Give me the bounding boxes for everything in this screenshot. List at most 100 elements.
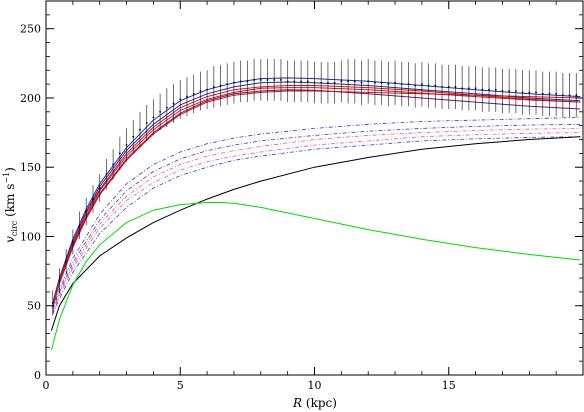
observed-point	[179, 98, 182, 101]
observed-point	[293, 80, 296, 83]
x-tick-label: 10	[308, 379, 322, 392]
observed-point	[474, 87, 477, 90]
observed-point	[105, 173, 108, 176]
observed-point	[514, 90, 517, 92]
observed-point	[219, 84, 222, 87]
observed-point	[400, 83, 403, 86]
observed-point	[266, 79, 269, 81]
observed-point	[98, 187, 101, 189]
observed-point	[159, 110, 162, 113]
observed-point	[481, 88, 484, 91]
observed-point	[313, 81, 316, 84]
observed-point	[259, 79, 262, 81]
observed-point	[327, 81, 329, 84]
observed-point	[340, 80, 343, 83]
observed-point	[333, 81, 336, 84]
observed-point	[575, 94, 578, 97]
observed-point	[427, 84, 430, 87]
observed-point	[152, 116, 155, 119]
observed-point	[494, 88, 497, 91]
observed-point	[367, 80, 370, 83]
observed-point	[58, 279, 61, 282]
observed-points-layer	[51, 59, 578, 316]
observed-point	[118, 152, 121, 155]
observed-point	[561, 94, 564, 97]
y-tick-label: 150	[20, 161, 41, 174]
observed-point	[246, 80, 249, 83]
series-line-7	[52, 117, 581, 309]
observed-point	[555, 92, 558, 95]
observed-point	[226, 83, 229, 86]
observed-point	[488, 88, 490, 91]
observed-point	[85, 210, 88, 213]
observed-point	[380, 81, 383, 84]
observed-point	[206, 88, 209, 91]
observed-point	[192, 92, 195, 95]
observed-point	[394, 81, 396, 84]
observed-point	[165, 106, 168, 109]
series-line-9	[52, 128, 581, 312]
x-tick-label: 0	[43, 379, 50, 392]
observed-point	[501, 90, 504, 92]
y-tick-label: 250	[20, 23, 41, 36]
series-line-8	[52, 123, 581, 311]
observed-point	[233, 81, 235, 84]
series-line-10	[52, 132, 581, 313]
series-line-11	[52, 136, 581, 315]
observed-point	[541, 92, 544, 95]
svg-text:vcirc (km s−1): vcirc (km s−1)	[2, 167, 19, 243]
observed-point	[199, 90, 202, 92]
observed-point	[548, 92, 551, 95]
y-tick-label: 200	[20, 92, 41, 105]
observed-point	[320, 81, 323, 84]
observed-point	[521, 91, 524, 94]
observed-point	[300, 80, 302, 83]
observed-point	[441, 85, 443, 88]
observed-point	[51, 302, 54, 304]
x-tick-label: 5	[177, 379, 184, 392]
observed-point	[132, 135, 135, 138]
observed-point	[78, 224, 81, 227]
observed-point	[414, 84, 417, 87]
y-axis-title: vcirc (km s−1)	[2, 167, 19, 243]
x-tick-label: 15	[442, 379, 456, 392]
observed-point	[454, 85, 457, 88]
observed-point	[239, 80, 242, 83]
y-tick-label: 50	[27, 300, 41, 313]
observed-point	[447, 85, 450, 88]
observed-point	[286, 80, 289, 83]
observed-point	[172, 102, 175, 105]
observed-point	[186, 95, 188, 98]
observed-point	[535, 91, 537, 94]
observed-point	[407, 83, 410, 86]
axes	[45, 0, 584, 376]
observed-point	[92, 198, 94, 200]
observed-point	[434, 84, 437, 87]
observed-point	[306, 80, 309, 83]
observed-point	[273, 79, 276, 81]
observed-point	[374, 81, 376, 84]
observed-point	[568, 94, 571, 97]
observed-point	[508, 90, 511, 92]
observed-point	[387, 83, 390, 86]
observed-point	[145, 121, 148, 124]
observed-point	[353, 80, 356, 83]
observed-point	[280, 79, 282, 81]
observed-point	[360, 81, 363, 84]
observed-point	[139, 128, 141, 131]
observed-point	[467, 87, 470, 90]
x-axis-title: R (kpc)	[292, 396, 337, 410]
observed-point	[253, 79, 255, 81]
observed-point	[65, 260, 68, 263]
series-line-13	[50, 202, 581, 351]
observed-point	[461, 87, 464, 90]
observed-point	[421, 83, 423, 86]
observed-point	[528, 91, 531, 94]
y-tick-label: 0	[34, 369, 41, 382]
observed-point	[347, 80, 349, 83]
y-tick-label: 100	[20, 230, 41, 243]
observed-point	[112, 163, 115, 166]
observed-point	[212, 85, 215, 88]
